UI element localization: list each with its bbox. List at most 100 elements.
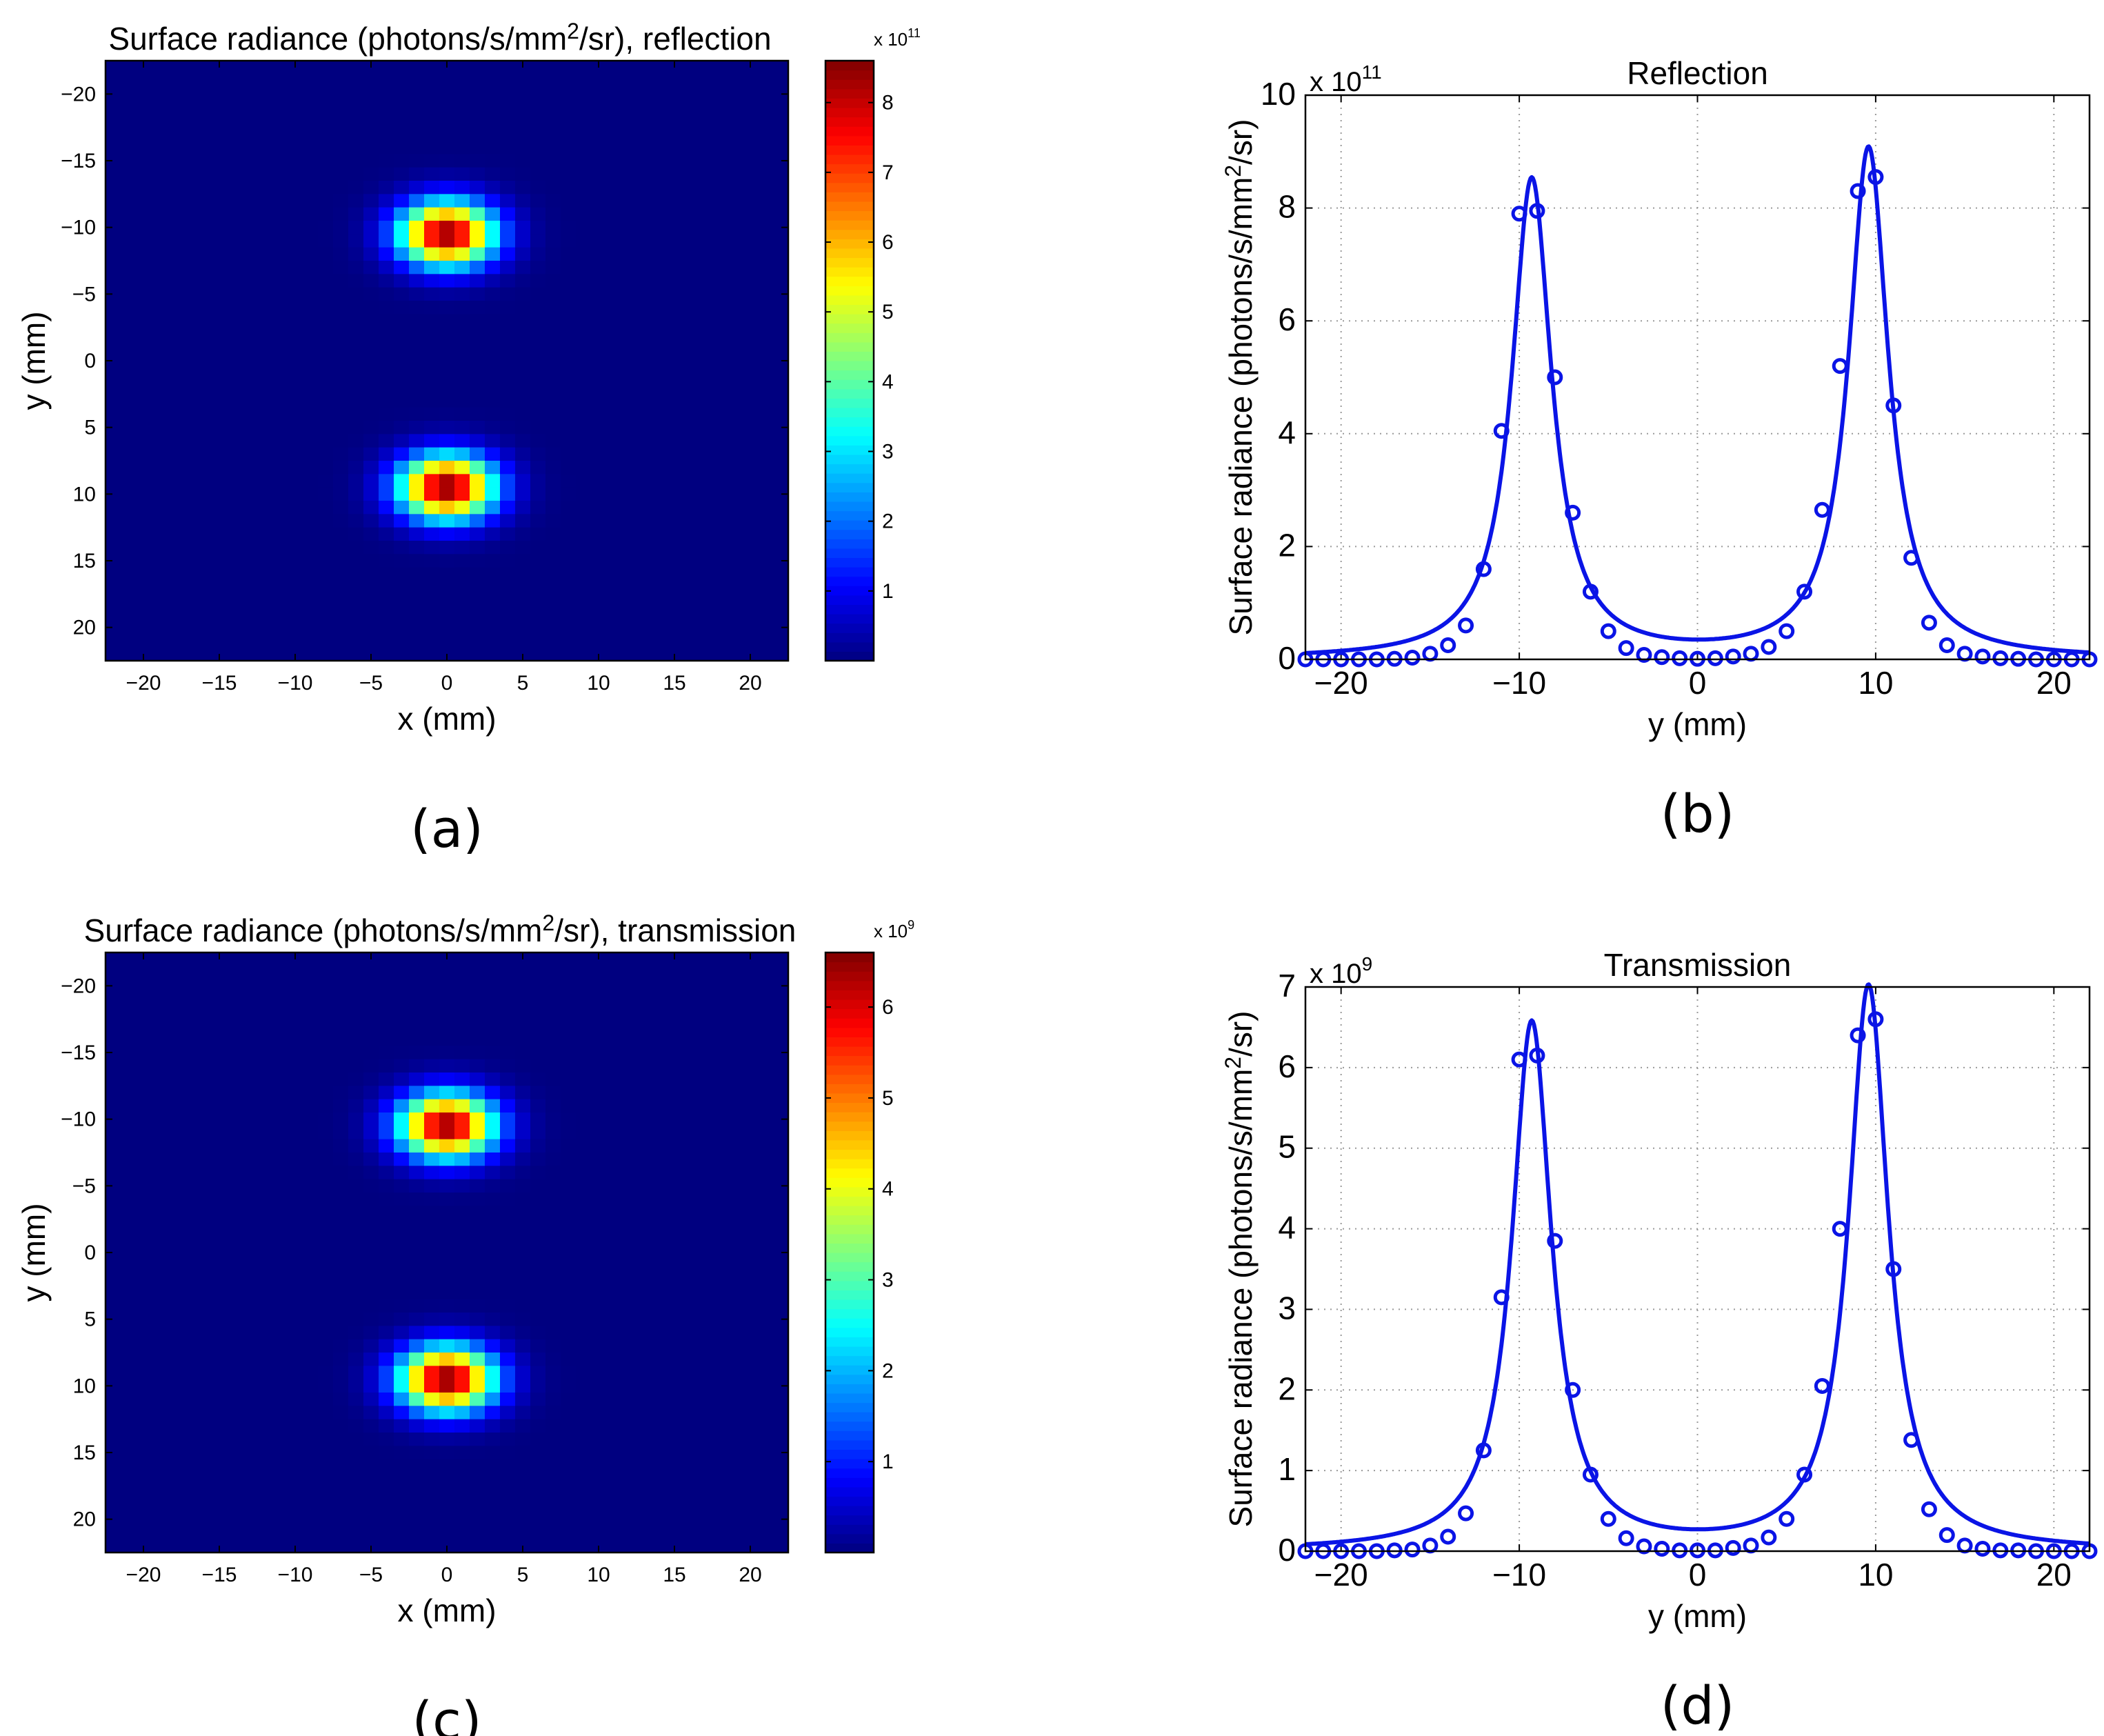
heatmap-cell bbox=[424, 1419, 440, 1433]
heatmap-cell bbox=[242, 247, 258, 261]
heatmap-cell bbox=[242, 554, 258, 568]
heatmap-cell bbox=[197, 421, 212, 435]
heatmap-cell bbox=[576, 1006, 592, 1020]
heatmap-cell bbox=[561, 647, 577, 661]
heatmap-cell bbox=[394, 434, 410, 448]
heatmap-cell bbox=[500, 1006, 516, 1020]
heatmap-cell bbox=[288, 567, 303, 581]
heatmap-cell bbox=[485, 1393, 501, 1406]
heatmap-cell bbox=[667, 167, 683, 181]
y-tick-label: 15 bbox=[73, 1441, 96, 1464]
y-tick-label: −5 bbox=[72, 1175, 96, 1197]
heatmap-cell bbox=[409, 1032, 425, 1046]
heatmap-cell bbox=[545, 1139, 561, 1153]
sample-point bbox=[1796, 583, 1813, 600]
heatmap-cell bbox=[470, 1406, 485, 1420]
heatmap-cell bbox=[166, 1113, 182, 1126]
heatmap-cell bbox=[303, 301, 319, 315]
heatmap-cell bbox=[288, 1406, 303, 1420]
heatmap-cell bbox=[363, 101, 379, 114]
heatmap-cell bbox=[591, 621, 607, 635]
heatmap-cell bbox=[424, 1259, 440, 1273]
heatmap-cell bbox=[591, 1166, 607, 1180]
heatmap-cell bbox=[530, 421, 546, 435]
heatmap-cell bbox=[303, 1233, 319, 1246]
heatmap-cell bbox=[106, 1166, 121, 1180]
heatmap-cell bbox=[303, 1219, 319, 1233]
heatmap-cell bbox=[424, 1486, 440, 1500]
heatmap-cell bbox=[363, 167, 379, 181]
heatmap-cell bbox=[106, 1153, 121, 1166]
heatmap-cell bbox=[652, 952, 668, 966]
heatmap-cell bbox=[424, 287, 440, 301]
heatmap-cell bbox=[348, 421, 364, 435]
heatmap-cell bbox=[257, 1473, 273, 1486]
heatmap-cell bbox=[242, 621, 258, 635]
heatmap-cell bbox=[652, 127, 668, 141]
heatmap-cell bbox=[242, 1366, 258, 1380]
heatmap-cell bbox=[181, 1006, 197, 1020]
heatmap-cell bbox=[409, 1219, 425, 1233]
heatmap-cell bbox=[197, 1233, 212, 1246]
heatmap-cell bbox=[379, 421, 394, 435]
heatmap-cell bbox=[530, 181, 546, 194]
heatmap-cell bbox=[591, 1419, 607, 1433]
heatmap-cell bbox=[530, 647, 546, 661]
heatmap-cell bbox=[379, 287, 394, 301]
heatmap-cell bbox=[166, 1326, 182, 1340]
heatmap-cell bbox=[181, 607, 197, 621]
heatmap-cell bbox=[500, 634, 516, 648]
heatmap-cell bbox=[758, 992, 774, 1006]
heatmap-cell bbox=[728, 287, 743, 301]
heatmap-cell bbox=[454, 1286, 470, 1300]
heatmap-cell bbox=[166, 341, 182, 355]
heatmap-cell bbox=[348, 461, 364, 475]
heatmap-cell bbox=[227, 1446, 243, 1460]
colorbar-swatch bbox=[825, 1318, 874, 1328]
heatmap-cell bbox=[227, 114, 243, 128]
heatmap-cell bbox=[454, 247, 470, 261]
heatmap-cell bbox=[667, 1099, 683, 1113]
heatmap-cell bbox=[272, 407, 288, 421]
heatmap-cell bbox=[591, 1473, 607, 1486]
heatmap-cell bbox=[758, 1513, 774, 1526]
heatmap-cell bbox=[470, 647, 485, 661]
heatmap-cell bbox=[151, 247, 167, 261]
heatmap-cell bbox=[621, 1086, 637, 1100]
heatmap-cell bbox=[652, 647, 668, 661]
heatmap-cell bbox=[712, 1019, 728, 1033]
heatmap-cell bbox=[591, 1219, 607, 1233]
heatmap-cell bbox=[621, 474, 637, 488]
heatmap-cell bbox=[242, 594, 258, 608]
heatmap-cell bbox=[394, 287, 410, 301]
heatmap-cell bbox=[197, 1206, 212, 1220]
heatmap-cell bbox=[697, 221, 713, 235]
superscript-two: 2 bbox=[1221, 165, 1245, 177]
heatmap-cell bbox=[485, 1286, 501, 1300]
heatmap-cell bbox=[181, 1126, 197, 1140]
heatmap-cell bbox=[106, 527, 121, 541]
heatmap-cell bbox=[166, 474, 182, 488]
heatmap-cell bbox=[424, 394, 440, 408]
heatmap-cell bbox=[136, 1019, 152, 1033]
heatmap-cell bbox=[743, 181, 759, 194]
heatmap-cell bbox=[151, 1326, 167, 1340]
heatmap-cell bbox=[151, 287, 167, 301]
heatmap-cell bbox=[697, 1406, 713, 1420]
heatmap-cell bbox=[288, 421, 303, 435]
heatmap-cell bbox=[454, 1032, 470, 1046]
heatmap-cell bbox=[348, 367, 364, 381]
heatmap-cell bbox=[470, 567, 485, 581]
heatmap-cell bbox=[728, 87, 743, 101]
sample-point bbox=[1938, 637, 1955, 654]
heatmap-cell bbox=[439, 1446, 455, 1460]
heatmap-cell bbox=[454, 607, 470, 621]
heatmap-cell bbox=[197, 447, 212, 461]
heatmap-cell bbox=[333, 1006, 349, 1020]
heatmap-cell bbox=[652, 594, 668, 608]
heatmap-cell bbox=[212, 1193, 228, 1206]
heatmap-cell bbox=[227, 1233, 243, 1246]
heatmap-cell bbox=[667, 207, 683, 221]
heatmap-cell bbox=[697, 1233, 713, 1246]
sample-point bbox=[1582, 583, 1599, 600]
